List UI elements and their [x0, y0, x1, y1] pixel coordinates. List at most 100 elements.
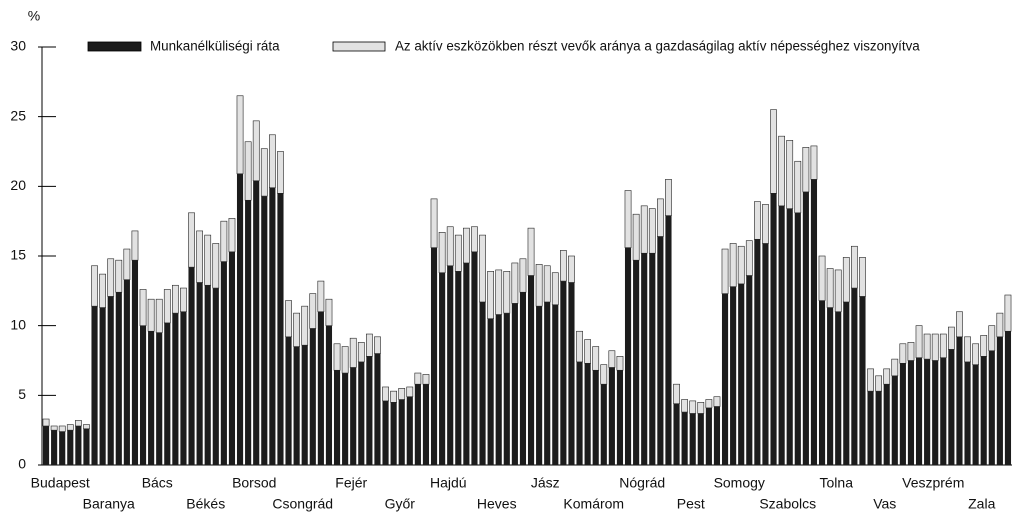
bar-segment — [519, 292, 527, 465]
bar-segment — [859, 257, 866, 297]
bar-segment — [390, 402, 397, 465]
bar-segment — [349, 337, 357, 368]
bar-segment — [447, 265, 454, 465]
bar-segment — [705, 407, 712, 465]
bar-segment — [996, 336, 1003, 465]
bar-segment — [697, 401, 705, 414]
bar-segment — [212, 288, 219, 465]
bar-segment — [139, 289, 147, 326]
bar-segment — [212, 243, 220, 289]
bar-segment — [608, 350, 616, 368]
bar-segment — [535, 264, 543, 307]
bar-segment — [228, 218, 236, 253]
bar-segment — [584, 363, 591, 465]
bar-segment — [245, 200, 252, 465]
bar-segment — [786, 208, 793, 466]
bar-segment — [439, 272, 446, 465]
bar-segment — [422, 374, 430, 385]
bar-segment — [398, 399, 405, 465]
bar-segment — [705, 399, 713, 409]
bar-segment — [148, 331, 155, 465]
bar-segment — [729, 243, 737, 287]
bar-segment — [511, 303, 518, 465]
bar-segment — [802, 191, 809, 465]
bar-segment — [770, 109, 777, 194]
y-tick-label: 0 — [18, 456, 26, 472]
x-tick-label: Szabolcs — [759, 496, 816, 512]
y-tick-label: 10 — [10, 316, 26, 332]
bar-segment — [527, 275, 535, 465]
bar-segment — [422, 384, 430, 465]
bar-segment — [883, 384, 890, 465]
bar-segment — [99, 273, 106, 308]
bar-segment — [155, 298, 163, 333]
bar-segment — [560, 281, 567, 465]
bar-segment — [940, 357, 947, 465]
bar-segment — [996, 312, 1004, 338]
bar-segment — [252, 120, 260, 182]
bar-segment — [762, 243, 769, 465]
bar-segment — [616, 370, 624, 465]
bar-segment — [91, 306, 98, 465]
bar-segment — [851, 288, 858, 465]
bar-segment — [285, 300, 292, 338]
bar-segment — [842, 257, 850, 303]
bar-segment — [673, 403, 680, 465]
bar-segment — [455, 271, 462, 465]
bar-segment — [374, 353, 381, 465]
bar-segment — [568, 255, 575, 283]
bar-segment — [438, 232, 446, 274]
bar-segment — [891, 375, 898, 465]
bar-segment — [495, 269, 503, 315]
bar-segment — [600, 384, 607, 465]
bar-segment — [58, 425, 66, 432]
bar-segment — [543, 265, 551, 303]
bar-segment — [948, 326, 955, 350]
bar-segment — [156, 332, 163, 465]
bar-segment — [899, 363, 906, 465]
bar-segment — [956, 336, 963, 465]
bar-segment — [834, 269, 842, 313]
bar-segment — [123, 279, 130, 465]
bar-segment — [42, 425, 50, 465]
bar-segment — [163, 289, 171, 324]
x-tick-label: Borsod — [232, 475, 276, 491]
bar-segment — [640, 205, 648, 254]
bar-segment — [875, 375, 882, 392]
bar-segment — [818, 300, 826, 465]
bar-segment — [172, 284, 179, 314]
x-tick-label: Fejér — [335, 475, 367, 491]
bar-segment — [317, 311, 324, 465]
bar-segment — [75, 425, 82, 465]
bar-segment — [673, 383, 680, 404]
bar-segment — [463, 227, 470, 264]
bar-segment — [624, 247, 632, 465]
x-tick-label: Tolna — [820, 475, 854, 491]
bar-segment — [745, 240, 753, 276]
bar-segment — [924, 359, 931, 465]
x-tick-label: Győr — [385, 496, 416, 512]
bar-segment — [527, 227, 535, 276]
bar-segment — [59, 431, 66, 465]
bar-segment — [309, 328, 316, 465]
bar-segment — [50, 425, 58, 431]
x-tick-label: Vas — [873, 496, 896, 512]
bar-segment — [931, 333, 939, 361]
bar-segment — [867, 391, 874, 465]
bar-segment — [131, 230, 139, 261]
bar-segment — [721, 293, 729, 465]
bar-segment — [665, 179, 672, 216]
x-tick-label: Hajdú — [430, 475, 467, 491]
bar-segment — [374, 336, 381, 354]
bar-segment — [633, 260, 640, 465]
bar-segment — [964, 361, 971, 465]
bar-segment — [988, 325, 996, 352]
bar-segment — [357, 342, 365, 363]
bar-segment — [91, 265, 98, 307]
bar-segment — [632, 213, 640, 261]
bar-segment — [42, 418, 50, 427]
bar-segment — [794, 160, 802, 214]
bar-segment — [681, 412, 688, 465]
bar-segment — [762, 204, 769, 244]
